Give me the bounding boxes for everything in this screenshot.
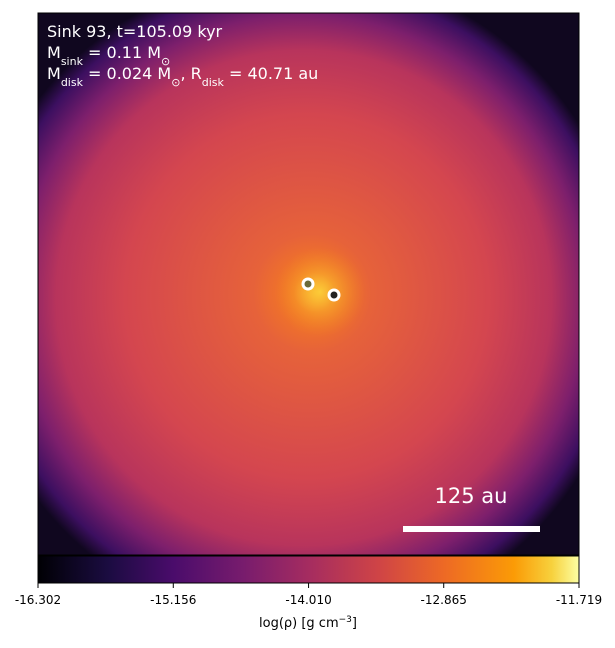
- annotation-text: = 0.11 M: [83, 43, 161, 62]
- annotation-text: M: [47, 64, 61, 83]
- sink-marker: [327, 288, 341, 302]
- annotation-text: = 40.71 au: [224, 64, 318, 83]
- subscript: ⊙: [161, 55, 170, 68]
- annotation-text: Sink 93, t=105.09 kyr: [47, 22, 223, 41]
- subscript: ⊙: [171, 76, 180, 89]
- annotation: Msink = 0.11 M⊙: [47, 43, 170, 68]
- annotation-text: M: [47, 43, 61, 62]
- subscript: sink: [61, 55, 84, 68]
- tick-label: -11.719: [556, 593, 602, 607]
- subscript: disk: [61, 76, 84, 89]
- tick-label: -12.865: [421, 593, 467, 607]
- sink-marker: [301, 277, 315, 291]
- scale-label: 125 au: [435, 484, 508, 508]
- label-text: ]: [352, 616, 357, 631]
- colorbar: [37, 555, 580, 584]
- frame: [37, 12, 580, 556]
- annotation-text: , R: [180, 64, 201, 83]
- tick-label: -15.156: [150, 593, 196, 607]
- subscript: disk: [202, 76, 225, 89]
- colorbar-axis: -16.302 -15.156 -14.010 -12.865 -11.719: [15, 583, 602, 607]
- superscript: −3: [339, 615, 352, 625]
- annotation-text: = 0.024 M: [83, 64, 171, 83]
- annotation: Sink 93, t=105.09 kyr: [47, 22, 223, 41]
- tick-label: -14.010: [285, 593, 331, 607]
- label-text: log(ρ) [g cm: [259, 616, 339, 631]
- annotation: Mdisk = 0.024 M⊙, Rdisk = 40.71 au: [47, 64, 318, 89]
- colorbar-label: log(ρ) [g cm−3]: [259, 615, 357, 631]
- tick-label: -16.302: [15, 593, 61, 607]
